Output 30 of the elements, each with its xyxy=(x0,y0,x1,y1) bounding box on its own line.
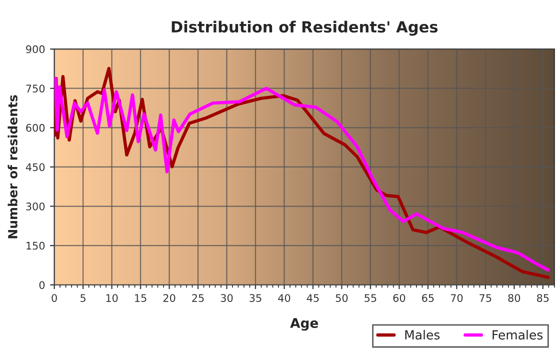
x-tick-label: 20 xyxy=(163,294,176,302)
x-tick-label: 60 xyxy=(393,294,406,302)
legend-label: Females xyxy=(492,330,543,340)
legend-label: Males xyxy=(405,330,440,340)
x-tick-label: 70 xyxy=(450,294,463,302)
chart-title: Distribution of Residents' Ages xyxy=(172,20,438,36)
y-tick-label: 900 xyxy=(26,45,45,54)
y-tick-label: 0 xyxy=(39,281,45,289)
y-tick-label: 150 xyxy=(26,242,45,250)
x-tick-label: 55 xyxy=(364,294,376,302)
x-tick-label: 50 xyxy=(336,294,348,302)
x-tick-label: 65 xyxy=(422,294,434,302)
x-axis-title: Age xyxy=(290,318,318,331)
x-tick-label: 35 xyxy=(250,294,262,302)
x-tick-label: 75 xyxy=(480,294,492,302)
x-tick-label: 30 xyxy=(220,294,233,302)
x-tick-label: 25 xyxy=(192,294,204,302)
y-tick-label: 750 xyxy=(26,84,45,92)
x-tick-label: 5 xyxy=(80,294,86,302)
x-tick-label: 0 xyxy=(52,294,57,302)
x-tick-label: 85 xyxy=(536,294,549,302)
x-tick-label: 10 xyxy=(106,294,118,302)
x-tick-label: 15 xyxy=(135,294,146,302)
x-tick-label: 45 xyxy=(306,294,319,302)
x-tick-label: 40 xyxy=(278,294,290,302)
y-tick-label: 450 xyxy=(26,163,45,172)
y-tick-label: 600 xyxy=(26,124,45,132)
y-tick-label: 300 xyxy=(26,202,45,210)
y-axis-title: Number of residents xyxy=(8,95,18,238)
x-tick-label: 80 xyxy=(508,294,520,302)
